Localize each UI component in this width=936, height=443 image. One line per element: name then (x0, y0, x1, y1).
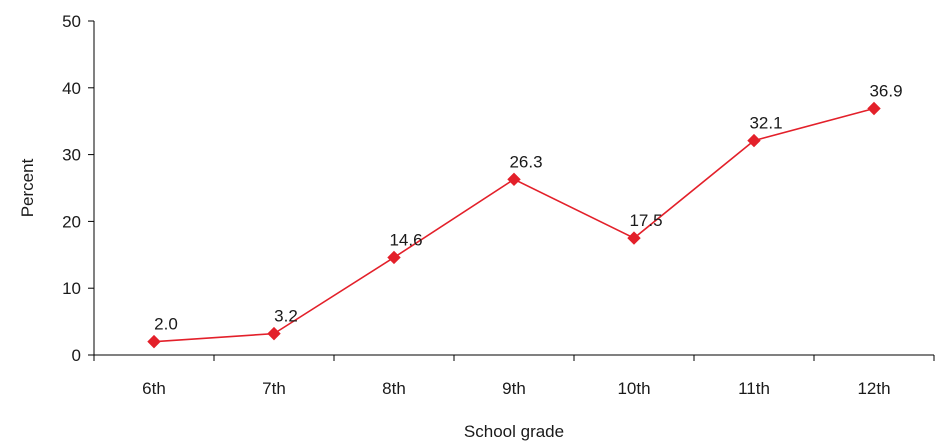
data-label: 2.0 (154, 315, 178, 334)
series-group (153, 107, 875, 343)
y-tick-label: 40 (62, 79, 81, 98)
y-tick-label: 0 (72, 346, 81, 365)
data-point-marker (147, 334, 161, 349)
x-tick-label: 7th (262, 379, 286, 398)
markers (147, 101, 881, 349)
data-point-marker (627, 231, 641, 245)
data-point-marker (747, 133, 761, 148)
data-label: 14.6 (389, 230, 422, 249)
data-label: 3.2 (274, 307, 298, 326)
x-tick-label: 8th (382, 379, 406, 398)
x-axis-label: School grade (464, 422, 564, 441)
data-point-marker (267, 326, 281, 341)
data-point-marker (507, 172, 521, 187)
x-tick-label: 9th (502, 379, 526, 398)
x-tick-label: 12th (857, 379, 890, 398)
data-label: 36.9 (869, 82, 902, 101)
y-tick-label: 50 (62, 12, 81, 31)
y-tick-label: 10 (62, 279, 81, 298)
data-label: 32.1 (749, 114, 782, 133)
y-ticks: 0 10 20 30 40 50 (62, 12, 94, 365)
y-tick-label: 30 (62, 146, 81, 165)
data-label: 17.5 (629, 211, 662, 230)
x-tick-label: 11th (738, 379, 770, 398)
axes (93, 21, 934, 356)
y-tick-label: 20 (62, 212, 81, 231)
x-tick-label: 6th (142, 379, 166, 398)
x-ticks: 6th 7th 8th 9th 10th 11th 12th (93, 355, 935, 398)
y-axis-label: Percent (18, 158, 37, 217)
data-labels: 2.0 3.2 14.6 26.3 17.5 32.1 36.9 (154, 82, 902, 334)
data-point-marker (387, 250, 401, 265)
data-label: 26.3 (509, 152, 542, 171)
x-tick-label: 10th (617, 379, 650, 398)
series-line (153, 107, 875, 343)
data-point-marker (867, 101, 881, 116)
